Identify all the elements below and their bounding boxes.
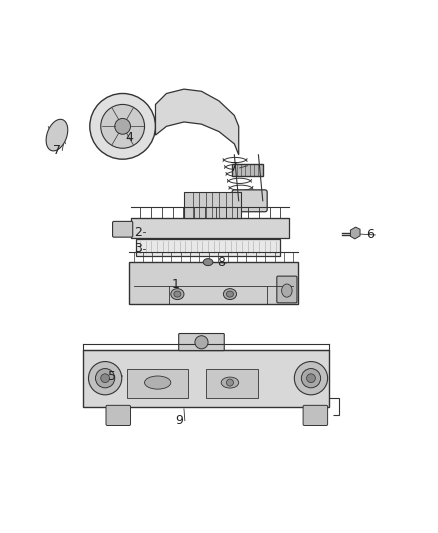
Text: 7: 7	[53, 144, 61, 157]
Text: 2: 2	[134, 226, 142, 239]
Circle shape	[101, 374, 110, 383]
Circle shape	[226, 379, 233, 386]
Ellipse shape	[203, 259, 213, 265]
Polygon shape	[350, 227, 360, 239]
Ellipse shape	[145, 376, 171, 389]
FancyBboxPatch shape	[127, 369, 188, 398]
Circle shape	[294, 361, 328, 395]
Ellipse shape	[226, 291, 233, 297]
FancyBboxPatch shape	[136, 239, 280, 255]
Text: 7: 7	[230, 161, 238, 174]
FancyBboxPatch shape	[206, 369, 258, 398]
FancyBboxPatch shape	[113, 221, 133, 237]
FancyBboxPatch shape	[303, 405, 328, 425]
Circle shape	[195, 336, 208, 349]
Ellipse shape	[174, 291, 181, 297]
Text: 6: 6	[366, 229, 374, 241]
Circle shape	[88, 361, 122, 395]
Text: 3: 3	[134, 243, 142, 255]
Ellipse shape	[223, 288, 237, 300]
Circle shape	[115, 118, 131, 134]
FancyBboxPatch shape	[179, 334, 224, 351]
Text: 9: 9	[176, 414, 184, 427]
FancyBboxPatch shape	[131, 219, 289, 238]
FancyBboxPatch shape	[83, 350, 328, 407]
Text: 8: 8	[217, 256, 225, 270]
FancyBboxPatch shape	[232, 165, 263, 176]
Circle shape	[95, 368, 115, 388]
Circle shape	[307, 374, 315, 383]
Polygon shape	[155, 89, 239, 155]
Circle shape	[90, 93, 155, 159]
Ellipse shape	[46, 119, 68, 151]
Text: 4: 4	[125, 131, 133, 144]
FancyBboxPatch shape	[277, 276, 297, 303]
FancyBboxPatch shape	[129, 262, 298, 304]
FancyBboxPatch shape	[232, 190, 267, 212]
Circle shape	[301, 368, 321, 388]
Text: 1: 1	[171, 278, 179, 292]
Circle shape	[101, 104, 145, 148]
FancyBboxPatch shape	[106, 405, 131, 425]
Ellipse shape	[171, 288, 184, 300]
FancyBboxPatch shape	[184, 192, 241, 219]
Ellipse shape	[282, 284, 292, 297]
Text: 5: 5	[108, 370, 116, 383]
Ellipse shape	[221, 377, 239, 388]
